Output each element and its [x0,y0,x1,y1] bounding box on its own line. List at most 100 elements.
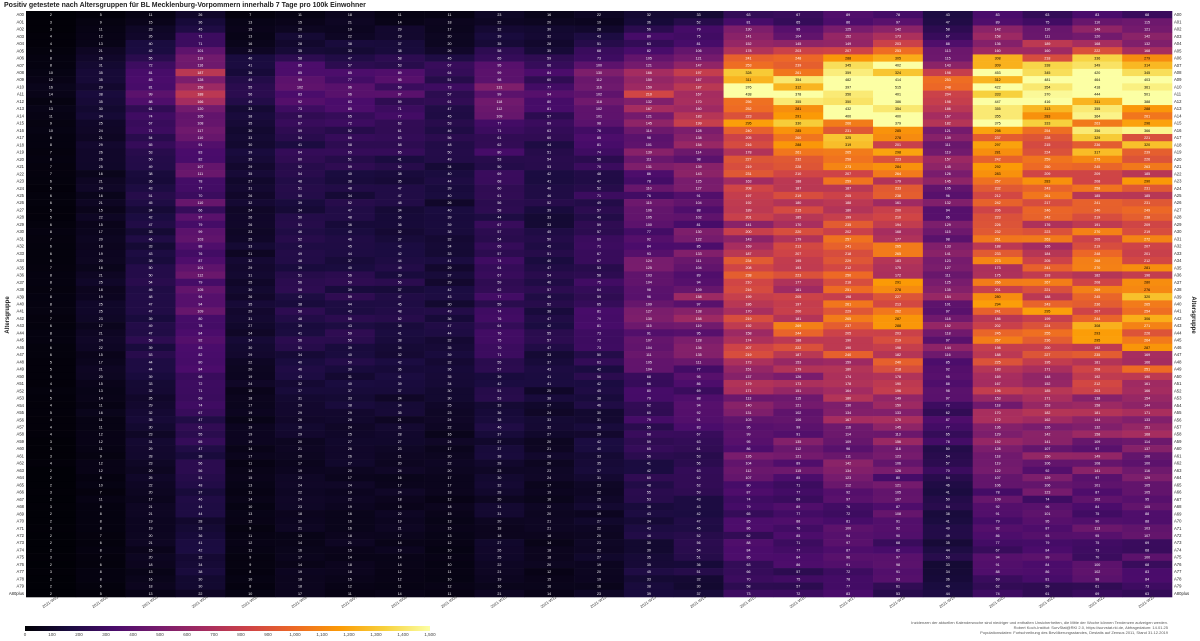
heatmap-cell [1122,423,1173,431]
heatmap-cell [474,155,525,164]
heatmap-cell [623,162,675,171]
heatmap-cell-value: 6 [50,201,52,205]
heatmap-cell [972,18,1023,26]
row-label: A67 [17,497,25,502]
heatmap-cell-value: 4 [50,42,52,46]
heatmap-cell-value: 83 [1145,570,1149,574]
heatmap-cell-value: 313 [1044,107,1050,111]
heatmap-cell [773,235,824,243]
heatmap-cell-value: 32 [448,237,452,241]
heatmap-cell-value: 55 [149,56,153,60]
heatmap-cell-value: 177 [795,281,801,285]
heatmap-cell-value: 172 [895,273,901,277]
heatmap-cell [773,242,824,251]
heatmap-cell [972,430,1023,439]
heatmap-cell-value: 53 [149,150,153,154]
heatmap-cell-value: 218 [845,281,851,285]
heatmap-cell-value: 47 [149,331,153,335]
heatmap-cell-value: 47 [149,310,153,314]
heatmap-cell-value: 12 [99,35,103,39]
heatmap-cell [1022,401,1073,410]
heatmap-cell [673,466,724,475]
heatmap-cell-value: 208 [1094,281,1100,285]
row-label: A07 [1174,63,1182,68]
heatmap-cell-value: 105 [945,187,951,191]
heatmap-cell-value: 92 [846,491,850,495]
heatmap-cell [175,126,226,135]
heatmap-cell-value: 67 [497,273,501,277]
heatmap-cell-value: 83 [298,93,302,97]
heatmap-cell-value: 20 [248,368,252,372]
heatmap-cell-value: 8 [249,570,251,574]
heatmap-cell [474,423,525,431]
heatmap-cell-value: 70 [497,346,501,350]
heatmap-cell-value: 33 [448,252,452,256]
heatmap-cell [275,18,326,26]
heatmap-cell-value: 200 [745,230,751,234]
heatmap-cell-value: 46 [149,288,153,292]
heatmap-cell [823,199,874,207]
heatmap-cell-value: 71 [796,541,800,545]
heatmap-cell [873,546,924,554]
heatmap-cell-value: 33 [298,35,302,39]
row-label: A38 [1174,287,1182,292]
heatmap-cell [972,510,1023,518]
heatmap-cell-value: 37 [198,491,202,495]
heatmap-cell-value: 95 [946,375,950,379]
heatmap-cell-value: 19 [597,20,601,24]
heatmap-cell-value: 57 [348,64,352,68]
heatmap-cell [723,133,774,142]
heatmap-cell-value: 26 [448,49,452,53]
heatmap-cell-value: 4 [50,433,52,437]
heatmap-cell-value: 232 [995,187,1001,191]
row-label: A70 [17,519,25,524]
heatmap-cell-value: 66 [547,64,551,68]
heatmap-cell-value: 104 [646,346,652,350]
heatmap-cell-value: 37 [348,389,352,393]
heatmap-cell-value: 24 [99,339,103,343]
heatmap-cell [26,264,77,272]
heatmap-cell [1122,112,1173,120]
heatmap-cell [275,575,326,583]
heatmap-cell [275,387,326,395]
heatmap-cell [26,11,77,19]
heatmap-cell [1022,430,1073,439]
heatmap-cell-value: 59 [697,491,701,495]
heatmap-cell-value: 36 [149,179,153,183]
heatmap-cell-value: 11 [448,592,452,596]
heatmap-cell [623,408,675,417]
heatmap-cell [773,249,824,258]
heatmap-cell-value: 65 [497,56,501,60]
heatmap-cell [773,365,824,374]
heatmap-cell [1022,68,1073,77]
heatmap-cell-value: 84 [1045,548,1049,552]
heatmap-cell-value: 54 [946,505,950,509]
heatmap-cell [823,170,874,178]
heatmap-cell-value: 205 [1044,259,1050,263]
heatmap-cell-value: 37 [497,433,501,437]
heatmap-cell-value: 52 [398,317,402,321]
heatmap-cell [972,553,1023,562]
heatmap-cell [175,582,226,591]
heatmap-cell-value: 34 [198,563,202,567]
heatmap-cell [823,76,874,84]
heatmap-cell [922,488,973,497]
heatmap-cell [773,387,824,395]
heatmap-cell [723,162,774,171]
heatmap-cell [225,437,276,446]
heatmap-cell [623,18,675,26]
heatmap-cell-value: 14 [547,541,551,545]
heatmap-cell-value: 418 [1094,85,1100,89]
heatmap-cell-value: 83 [198,346,202,350]
heatmap-cell-value: 40 [298,360,302,364]
heatmap-cell [972,575,1023,583]
heatmap-cell-value: 33 [597,454,601,458]
heatmap-cell [922,18,973,26]
heatmap-cell-value: 232 [795,158,801,162]
heatmap-cell-value: 54 [547,273,551,277]
heatmap-cell [773,314,824,323]
heatmap-cell-value: 72 [796,592,800,596]
heatmap-cell [1072,314,1123,323]
heatmap-cell-value: 33 [547,353,551,357]
heatmap-cells: 2 5 11 26 7 11 18 11 11 23 16 22 32 33 63 67 89 78 43 83 63 8… [26,11,1173,598]
